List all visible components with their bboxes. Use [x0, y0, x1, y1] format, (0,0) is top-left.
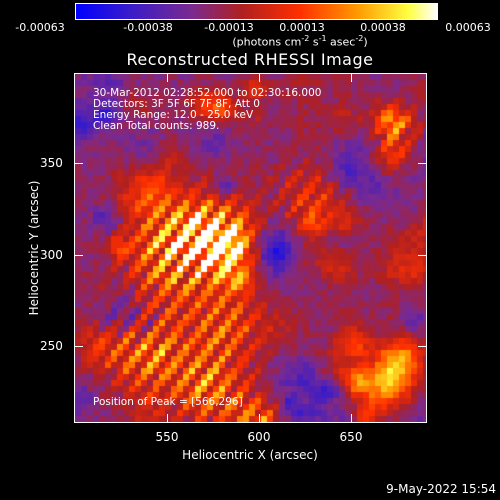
x-tick-mark — [167, 414, 168, 422]
y-tick-label: 350 — [40, 156, 63, 170]
colorbar-tick-label: 0.00013 — [279, 21, 325, 34]
colorbar-tick-label: -0.00013 — [204, 21, 254, 34]
y-tick-mark — [418, 255, 426, 256]
x-tick-label: 650 — [339, 430, 363, 444]
annotation-energy: Energy Range: 12.0 - 25.0 keV — [93, 109, 254, 121]
y-tick-label: 300 — [40, 248, 63, 262]
colorbar-tick-label: -0.00063 — [15, 21, 65, 34]
image-map: 30-Mar-2012 02:28:52.000 to 02:30:16.000… — [74, 73, 427, 423]
x-tick-mark — [351, 414, 352, 422]
colorbar-tick-label: -0.00038 — [123, 21, 173, 34]
x-tick-mark — [259, 414, 260, 422]
colorbar-tick-label: 0.00063 — [445, 21, 491, 34]
colorbar-units: (photons cm-2 s-1 asec-2) — [232, 34, 368, 49]
colorbar — [75, 3, 438, 20]
colorbar-tick-label: 0.00038 — [360, 21, 406, 34]
annotation-peak: Position of Peak = [566,296] — [93, 396, 243, 408]
x-tick-label: 600 — [247, 430, 271, 444]
y-tick-mark — [418, 346, 426, 347]
plot-title: Reconstructed RHESSI Image — [126, 50, 374, 69]
annotation-detectors: Detectors: 3F 5F 6F 7F 8F, Att 0 — [93, 98, 260, 110]
annotation-clean: Clean Total counts: 989. — [93, 120, 220, 132]
y-tick-mark — [418, 163, 426, 164]
x-tick-mark — [259, 74, 260, 82]
x-tick-mark — [351, 74, 352, 82]
y-tick-label: 250 — [40, 339, 63, 353]
x-tick-label: 550 — [155, 430, 179, 444]
timestamp: 9-May-2022 15:54 — [386, 482, 496, 496]
annotation-time-range: 30-Mar-2012 02:28:52.000 to 02:30:16.000 — [93, 87, 322, 99]
y-tick-mark — [75, 255, 83, 256]
y-tick-mark — [75, 163, 83, 164]
x-axis-label: Heliocentric X (arcsec) — [182, 448, 318, 462]
heatmap-canvas — [75, 74, 426, 422]
y-axis-label: Heliocentric Y (arcsec) — [27, 180, 41, 316]
x-tick-mark — [167, 74, 168, 82]
y-tick-mark — [75, 346, 83, 347]
